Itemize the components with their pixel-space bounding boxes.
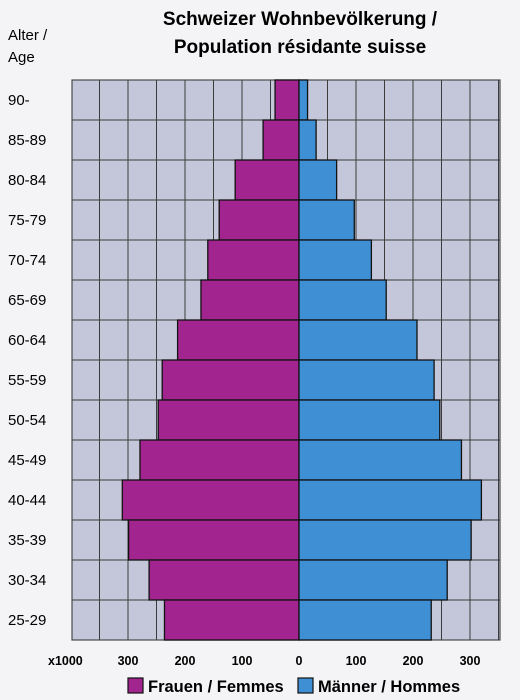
- bar-women-80-84: [234, 159, 300, 201]
- chart-title-line-1: Schweizer Wohnbevölkerung /: [163, 9, 438, 30]
- chart-title-line-2: Population résidante suisse: [174, 37, 426, 58]
- bar-women-40-44: [121, 479, 300, 521]
- bar-men-40-44: [298, 479, 483, 521]
- age-label-60-64: 60-64: [8, 332, 46, 349]
- age-labels: 90- 85-89 80-84 75-79 70-74 65-69 60-64 55-59 50…: [8, 92, 46, 629]
- y-axis-title: Alter / Age: [8, 27, 48, 66]
- x-tick-label: 100: [346, 654, 367, 668]
- bar-women-90-: [274, 79, 300, 121]
- bar-men-90-: [298, 79, 309, 121]
- x-tick-label: 300: [118, 654, 139, 668]
- y-axis-title-line-1: Alter /: [8, 27, 48, 44]
- bar-women-45-49: [139, 439, 300, 481]
- bar-men-55-59: [298, 359, 435, 401]
- bar-men-60-64: [298, 319, 418, 361]
- bar-women-75-79: [218, 199, 300, 241]
- age-label-50-54: 50-54: [8, 412, 46, 429]
- bar-men-35-39: [298, 519, 472, 561]
- legend-swatch: [127, 677, 144, 694]
- x-axis-unit-label: x1000: [48, 654, 83, 668]
- bar-women-30-34: [148, 559, 300, 601]
- bar-men-85-89: [298, 119, 317, 161]
- bar-women-65-69: [200, 279, 300, 321]
- bar-men-30-34: [298, 559, 448, 601]
- age-label-55-59: 55-59: [8, 372, 46, 389]
- x-tick-label: 100: [232, 654, 253, 668]
- x-tick-label: 300: [460, 654, 481, 668]
- legend-label: Frauen / Femmes: [148, 678, 284, 696]
- bar-men-80-84: [298, 159, 338, 201]
- plot-area: [71, 79, 501, 641]
- legend-label: Männer / Hommes: [318, 678, 460, 696]
- x-tick-label: 200: [175, 654, 196, 668]
- age-label-80-84: 80-84: [8, 172, 46, 189]
- bar-women-85-89: [262, 119, 300, 161]
- x-axis-ticks: x1000 300 200 100 0 100 200 300: [48, 654, 480, 668]
- bar-men-50-54: [298, 399, 441, 441]
- chart-title: Schweizer Wohnbevölkerung / Population r…: [163, 9, 438, 58]
- age-label-25-29: 25-29: [8, 612, 46, 629]
- age-label-75-79: 75-79: [8, 212, 46, 229]
- age-label-70-74: 70-74: [8, 252, 46, 269]
- age-label-30-34: 30-34: [8, 572, 46, 589]
- x-tick-label: 200: [403, 654, 424, 668]
- legend: Frauen / Femmes Männer / Hommes: [127, 677, 460, 696]
- bar-women-55-59: [161, 359, 300, 401]
- age-label-85-89: 85-89: [8, 132, 46, 149]
- bar-women-50-54: [157, 399, 300, 441]
- bar-men-70-74: [298, 239, 373, 281]
- age-label-45-49: 45-49: [8, 452, 46, 469]
- age-label-35-39: 35-39: [8, 532, 46, 549]
- y-axis-title-line-2: Age: [8, 49, 35, 66]
- bar-men-25-29: [298, 599, 432, 641]
- bar-men-75-79: [298, 199, 355, 241]
- age-label-65-69: 65-69: [8, 292, 46, 309]
- bar-women-25-29: [163, 599, 300, 641]
- bar-men-45-49: [298, 439, 463, 481]
- bar-women-60-64: [176, 319, 300, 361]
- legend-swatch: [297, 677, 314, 694]
- age-label-40-44: 40-44: [8, 492, 46, 509]
- bar-women-35-39: [127, 519, 300, 561]
- x-tick-label: 0: [296, 654, 303, 668]
- age-label-90-: 90-: [8, 92, 30, 109]
- bar-women-70-74: [207, 239, 300, 281]
- bar-men-65-69: [298, 279, 387, 321]
